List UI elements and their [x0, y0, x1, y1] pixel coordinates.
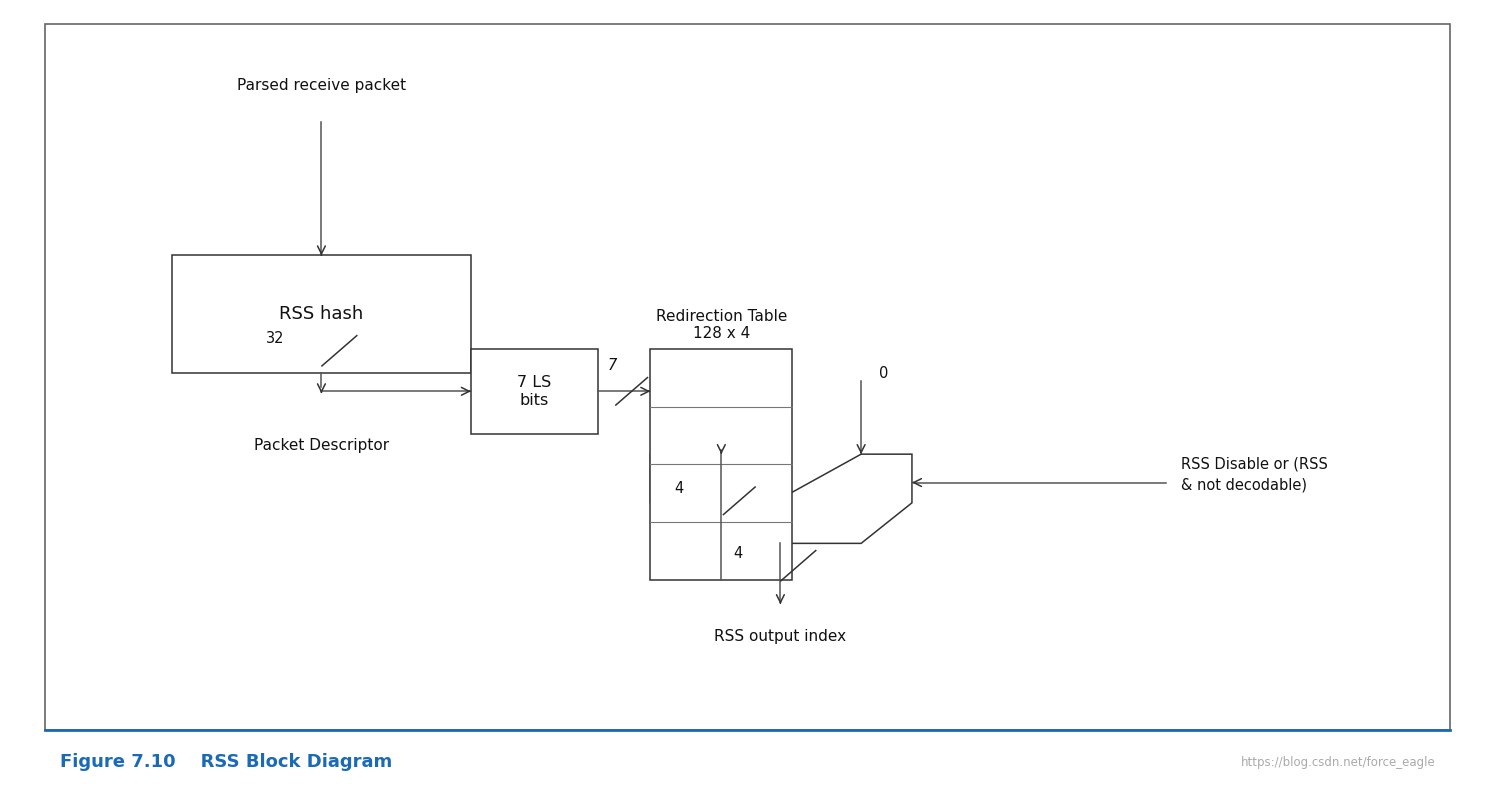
Text: Figure 7.10    RSS Block Diagram: Figure 7.10 RSS Block Diagram: [60, 753, 392, 771]
Bar: [172, 255, 471, 373]
Text: RSS Disable or (RSS
& not decodable): RSS Disable or (RSS & not decodable): [1181, 457, 1328, 492]
Bar: [45, 24, 1450, 730]
Text: 128 x 4: 128 x 4: [692, 326, 750, 341]
Bar: [471, 349, 598, 434]
Text: 32: 32: [266, 331, 284, 346]
Text: 4: 4: [734, 546, 743, 561]
Text: 0: 0: [879, 366, 888, 380]
Text: 7 LS
bits: 7 LS bits: [517, 375, 552, 407]
Text: RSS output index: RSS output index: [715, 629, 846, 643]
Text: Parsed receive packet: Parsed receive packet: [236, 79, 407, 93]
Text: Packet Descriptor: Packet Descriptor: [254, 438, 389, 453]
Text: 4: 4: [674, 481, 683, 496]
Text: https://blog.csdn.net/force_eagle: https://blog.csdn.net/force_eagle: [1241, 756, 1435, 769]
Text: RSS hash: RSS hash: [280, 305, 363, 324]
Bar: [650, 349, 792, 580]
Text: Redirection Table: Redirection Table: [656, 310, 786, 324]
Polygon shape: [650, 454, 912, 543]
Text: 7: 7: [607, 358, 617, 373]
